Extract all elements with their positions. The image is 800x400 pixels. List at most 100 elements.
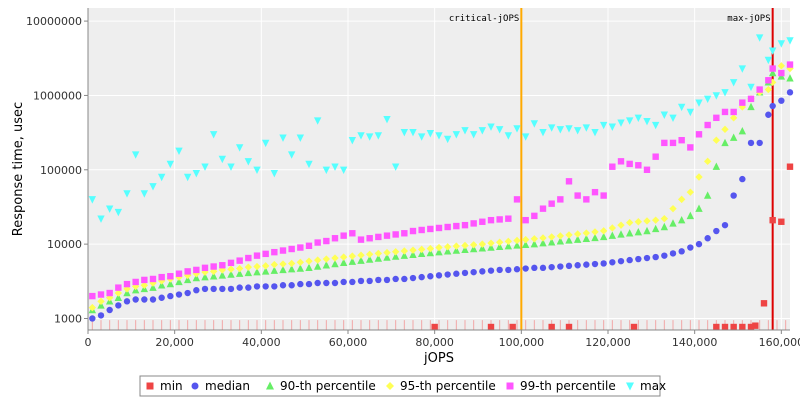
max-point: [322, 166, 331, 174]
90-th-percentile-point: [469, 244, 478, 253]
max-point: [591, 129, 599, 137]
90-th-percentile-point: [357, 256, 365, 264]
90-th-percentile-point: [786, 74, 794, 82]
median-point: [262, 283, 269, 290]
90-th-percentile-point: [235, 269, 244, 277]
95-th-percentile-point: [322, 255, 331, 263]
max-point: [452, 131, 461, 139]
median-point: [149, 296, 157, 303]
95-th-percentile-point: [114, 289, 123, 297]
median-point: [730, 192, 737, 199]
99-th-percentile-point: [158, 273, 165, 281]
median-point: [661, 252, 668, 259]
y-axis-title: Response time, usec: [11, 102, 26, 236]
95-th-percentile-point: [469, 241, 478, 249]
99-th-percentile-point: [713, 114, 720, 122]
99-th-percentile-point: [227, 259, 235, 267]
99-th-percentile-point: [210, 263, 217, 270]
max-point: [296, 134, 305, 142]
marker-label: critical-jOPS: [449, 14, 519, 24]
95-th-percentile-point: [777, 62, 786, 70]
median-point: [765, 111, 772, 118]
95-th-percentile-point: [768, 78, 777, 87]
max-point: [625, 117, 634, 125]
95-th-percentile-point: [261, 262, 270, 270]
95-th-percentile-point: [617, 221, 625, 229]
legend-label-max: max: [640, 379, 666, 393]
99-th-percentile-point: [531, 212, 538, 220]
90-th-percentile-point: [452, 246, 461, 254]
95-th-percentile-point: [201, 268, 209, 276]
95-th-percentile-point: [357, 251, 365, 259]
median-point: [227, 285, 235, 293]
median-point: [635, 255, 642, 263]
99-th-percentile-point: [106, 289, 113, 297]
x-tick-label: 80,000: [415, 336, 454, 349]
max-point: [695, 99, 703, 107]
median-point: [401, 275, 408, 283]
99-th-percentile-point: [115, 284, 122, 291]
median-point: [669, 250, 677, 257]
median-point: [253, 283, 261, 290]
99-th-percentile-point: [487, 216, 495, 224]
90-th-percentile-point: [409, 250, 417, 258]
max-point: [365, 133, 374, 141]
min-point: [565, 323, 573, 331]
median-point: [97, 312, 105, 319]
99-th-percentile-point: [262, 250, 269, 258]
95-th-percentile-point: [461, 241, 469, 250]
95-th-percentile-point: [227, 265, 235, 273]
max-point: [747, 83, 755, 92]
legend-swatch-99-th-percentile: [506, 382, 514, 390]
99-th-percentile-point: [695, 131, 703, 138]
90-th-percentile-point: [461, 245, 469, 253]
90-th-percentile-point: [365, 255, 374, 263]
95-th-percentile-point: [513, 236, 521, 245]
max-point: [721, 89, 729, 97]
99-th-percentile-point: [297, 244, 304, 251]
x-tick-label: 0: [85, 336, 92, 349]
95-th-percentile-point: [313, 256, 322, 264]
min-point: [721, 323, 729, 331]
99-th-percentile-point: [479, 218, 486, 225]
data-points: [88, 34, 794, 331]
median-point: [236, 284, 243, 291]
median-point: [739, 175, 746, 183]
legend-label-95-th-percentile: 95-th percentile: [400, 379, 496, 393]
99-th-percentile-point: [392, 231, 399, 238]
legend-label-median: median: [205, 379, 250, 393]
99-th-percentile-point: [123, 280, 131, 288]
90-th-percentile-point: [218, 271, 227, 279]
95-th-percentile-point: [391, 248, 400, 256]
99-th-percentile-point: [340, 232, 347, 239]
min-point: [752, 322, 759, 329]
95-th-percentile-point: [348, 252, 357, 260]
plot-background: [88, 8, 790, 330]
99-th-percentile-point: [193, 266, 200, 274]
y-tick-label: 10000: [47, 238, 82, 251]
max-point: [287, 151, 296, 159]
min-point: [487, 323, 495, 331]
99-th-percentile-point: [739, 99, 746, 106]
min-point: [630, 323, 638, 331]
x-tick-label: 160,000: [759, 336, 800, 349]
max-point: [357, 132, 365, 140]
median-point: [652, 253, 659, 261]
95-th-percentile-point: [253, 262, 261, 271]
max-point: [530, 120, 539, 128]
max-point: [97, 215, 105, 223]
max-point: [235, 144, 244, 152]
90-th-percentile-point: [149, 283, 157, 291]
90-th-percentile-point: [513, 241, 521, 249]
95-th-percentile-point: [660, 214, 669, 223]
99-th-percentile-point: [167, 273, 174, 280]
95-th-percentile-point: [244, 263, 253, 271]
99-th-percentile-point: [643, 166, 651, 173]
x-tick-label: 20,000: [155, 336, 194, 349]
90-th-percentile-point: [495, 242, 504, 251]
99-th-percentile-point: [331, 235, 339, 242]
95-th-percentile-point: [88, 303, 97, 312]
90-th-percentile-point: [695, 204, 703, 212]
99-th-percentile-point: [496, 216, 503, 223]
max-point: [764, 56, 773, 65]
